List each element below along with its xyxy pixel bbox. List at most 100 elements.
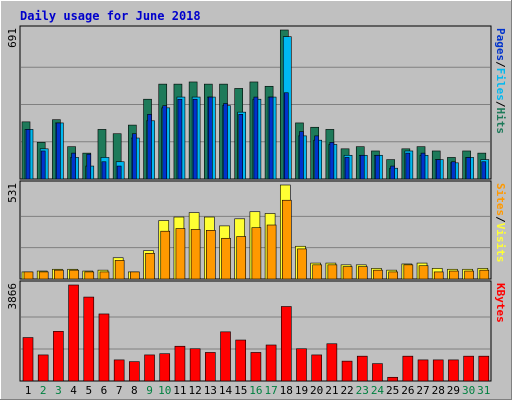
x-tick-label-day-20: 20 xyxy=(310,384,323,397)
bar-hits-pages-day-5 xyxy=(86,153,92,180)
x-tick-label-day-2: 2 xyxy=(40,384,47,397)
x-tick-label-day-11: 11 xyxy=(173,384,186,397)
bar-kbytes-kbytes-day-22 xyxy=(341,360,353,382)
bar-sites-sites-day-7 xyxy=(114,260,125,280)
bar-sites-sites-day-17 xyxy=(266,224,277,280)
x-tick-label-day-26: 26 xyxy=(401,384,414,397)
bar-kbytes-kbytes-day-26 xyxy=(402,355,414,382)
bar-hits-pages-day-4 xyxy=(71,152,76,180)
bar-hits-pages-day-25 xyxy=(390,165,395,180)
bar-sites-sites-day-15 xyxy=(236,236,247,280)
bar-kbytes-kbytes-day-28 xyxy=(432,359,444,382)
bar-hits-pages-day-18 xyxy=(283,92,289,180)
x-tick-label-day-17: 17 xyxy=(264,384,277,397)
bar-hits-pages-day-11 xyxy=(177,98,183,180)
x-tick-label-day-22: 22 xyxy=(340,384,353,397)
bar-hits-pages-day-9 xyxy=(147,114,152,180)
bar-hits-pages-day-1 xyxy=(25,129,31,180)
bar-sites-sites-day-18 xyxy=(281,199,292,280)
bar-kbytes-kbytes-day-21 xyxy=(326,343,338,382)
bar-sites-sites-day-13 xyxy=(206,230,216,280)
bar-kbytes-kbytes-day-25 xyxy=(387,376,398,382)
x-tick-label-day-10: 10 xyxy=(158,384,171,397)
bar-sites-sites-day-4 xyxy=(69,269,79,280)
x-tick-label-day-21: 21 xyxy=(325,384,338,397)
bar-sites-sites-day-10 xyxy=(160,230,171,280)
bar-sites-sites-day-3 xyxy=(54,269,64,280)
bar-sites-sites-day-5 xyxy=(84,271,95,280)
bar-sites-sites-day-29 xyxy=(449,270,459,280)
bar-sites-sites-day-9 xyxy=(145,253,155,280)
bar-kbytes-kbytes-day-6 xyxy=(98,313,110,382)
bar-sites-sites-day-27 xyxy=(418,265,429,280)
x-tick-label-day-13: 13 xyxy=(204,384,217,397)
bar-kbytes-kbytes-day-5 xyxy=(83,296,95,382)
bar-hits-pages-day-22 xyxy=(344,157,350,180)
legend-sites: Sites/Visits xyxy=(494,183,507,263)
bar-hits-pages-day-23 xyxy=(359,154,365,180)
bar-kbytes-kbytes-day-3 xyxy=(53,331,64,382)
bar-sites-sites-day-31 xyxy=(479,269,490,280)
x-tick-label-day-19: 19 xyxy=(295,384,308,397)
bar-kbytes-kbytes-day-23 xyxy=(356,355,368,382)
bar-hits-pages-day-2 xyxy=(40,150,46,180)
bar-kbytes-kbytes-day-24 xyxy=(372,363,383,382)
bar-kbytes-kbytes-day-27 xyxy=(417,359,429,382)
bar-kbytes-kbytes-day-9 xyxy=(144,354,155,382)
bar-kbytes-kbytes-day-29 xyxy=(448,359,459,382)
bar-hits-pages-day-16 xyxy=(253,96,259,180)
bar-kbytes-kbytes-day-17 xyxy=(265,344,277,382)
bar-kbytes-kbytes-day-20 xyxy=(311,354,322,382)
bar-sites-sites-day-28 xyxy=(433,271,444,280)
bar-hits-pages-day-20 xyxy=(314,135,319,180)
bar-sites-sites-day-12 xyxy=(190,229,201,280)
panel-sites: 531 Sites/Visits xyxy=(6,180,507,280)
x-tick-label-day-16: 16 xyxy=(249,384,262,397)
bar-kbytes-kbytes-day-18 xyxy=(280,306,292,382)
bar-sites-sites-day-21 xyxy=(327,264,338,280)
bar-hits-pages-day-27 xyxy=(420,152,426,180)
bar-kbytes-kbytes-day-10 xyxy=(159,353,171,382)
bar-kbytes-kbytes-day-7 xyxy=(113,359,125,382)
bar-hits-pages-day-17 xyxy=(268,96,274,180)
legend-entry: Hits xyxy=(494,108,507,135)
x-tick-label-day-15: 15 xyxy=(234,384,247,397)
bar-hits-pages-day-3 xyxy=(56,122,61,180)
x-tick-label-day-27: 27 xyxy=(416,384,429,397)
x-tick-label-day-29: 29 xyxy=(447,384,460,397)
bar-kbytes-kbytes-day-11 xyxy=(174,345,186,382)
x-tick-label-day-14: 14 xyxy=(219,384,233,397)
bar-sites-sites-day-26 xyxy=(403,264,414,280)
bar-sites-sites-day-22 xyxy=(342,266,353,280)
y-max-label-kbytes: 3866 xyxy=(6,283,19,310)
bar-hits-pages-day-24 xyxy=(375,154,380,180)
bar-hits-pages-day-10 xyxy=(162,105,168,180)
legend-entry: Pages xyxy=(494,28,507,61)
bar-hits-pages-day-8 xyxy=(132,133,137,180)
bar-hits-pages-day-12 xyxy=(192,98,198,180)
bar-hits-pages-day-21 xyxy=(329,142,335,180)
bar-kbytes-kbytes-day-13 xyxy=(205,352,216,382)
legend-hits: Pages/Files/Hits xyxy=(494,28,507,134)
bar-kbytes-kbytes-day-14 xyxy=(220,331,231,382)
bar-sites-sites-day-19 xyxy=(297,248,307,280)
bar-kbytes-kbytes-day-1 xyxy=(22,337,34,382)
bar-hits-pages-day-19 xyxy=(299,131,304,180)
bar-kbytes-kbytes-day-19 xyxy=(296,348,307,382)
bar-kbytes-kbytes-day-30 xyxy=(463,355,474,382)
y-max-label-sites: 531 xyxy=(6,183,19,203)
bar-sites-sites-day-24 xyxy=(373,269,383,280)
x-tick-label-day-23: 23 xyxy=(356,384,369,397)
bar-hits-pages-day-29 xyxy=(451,161,456,180)
y-max-label-hits: 691 xyxy=(6,28,19,48)
bar-kbytes-kbytes-day-15 xyxy=(235,339,247,382)
bar-kbytes-kbytes-day-2 xyxy=(37,354,49,382)
panel-kbytes: 3866 KBytes xyxy=(6,280,507,382)
x-axis-tick-labels: 1 2 3 4 5 6 7 8 9 10 11 12 13 14 15 16 17 18 19 20 21 22 23 24 2… xyxy=(25,384,491,397)
bar-hits-pages-day-26 xyxy=(405,152,411,180)
bar-kbytes-kbytes-day-4 xyxy=(68,284,79,382)
bar-kbytes-kbytes-day-31 xyxy=(478,355,490,382)
panel-hits: 691 Pages/Files/Hits xyxy=(6,25,507,180)
bar-hits-pages-day-30 xyxy=(466,157,471,180)
bar-sites-sites-day-8 xyxy=(130,271,140,280)
